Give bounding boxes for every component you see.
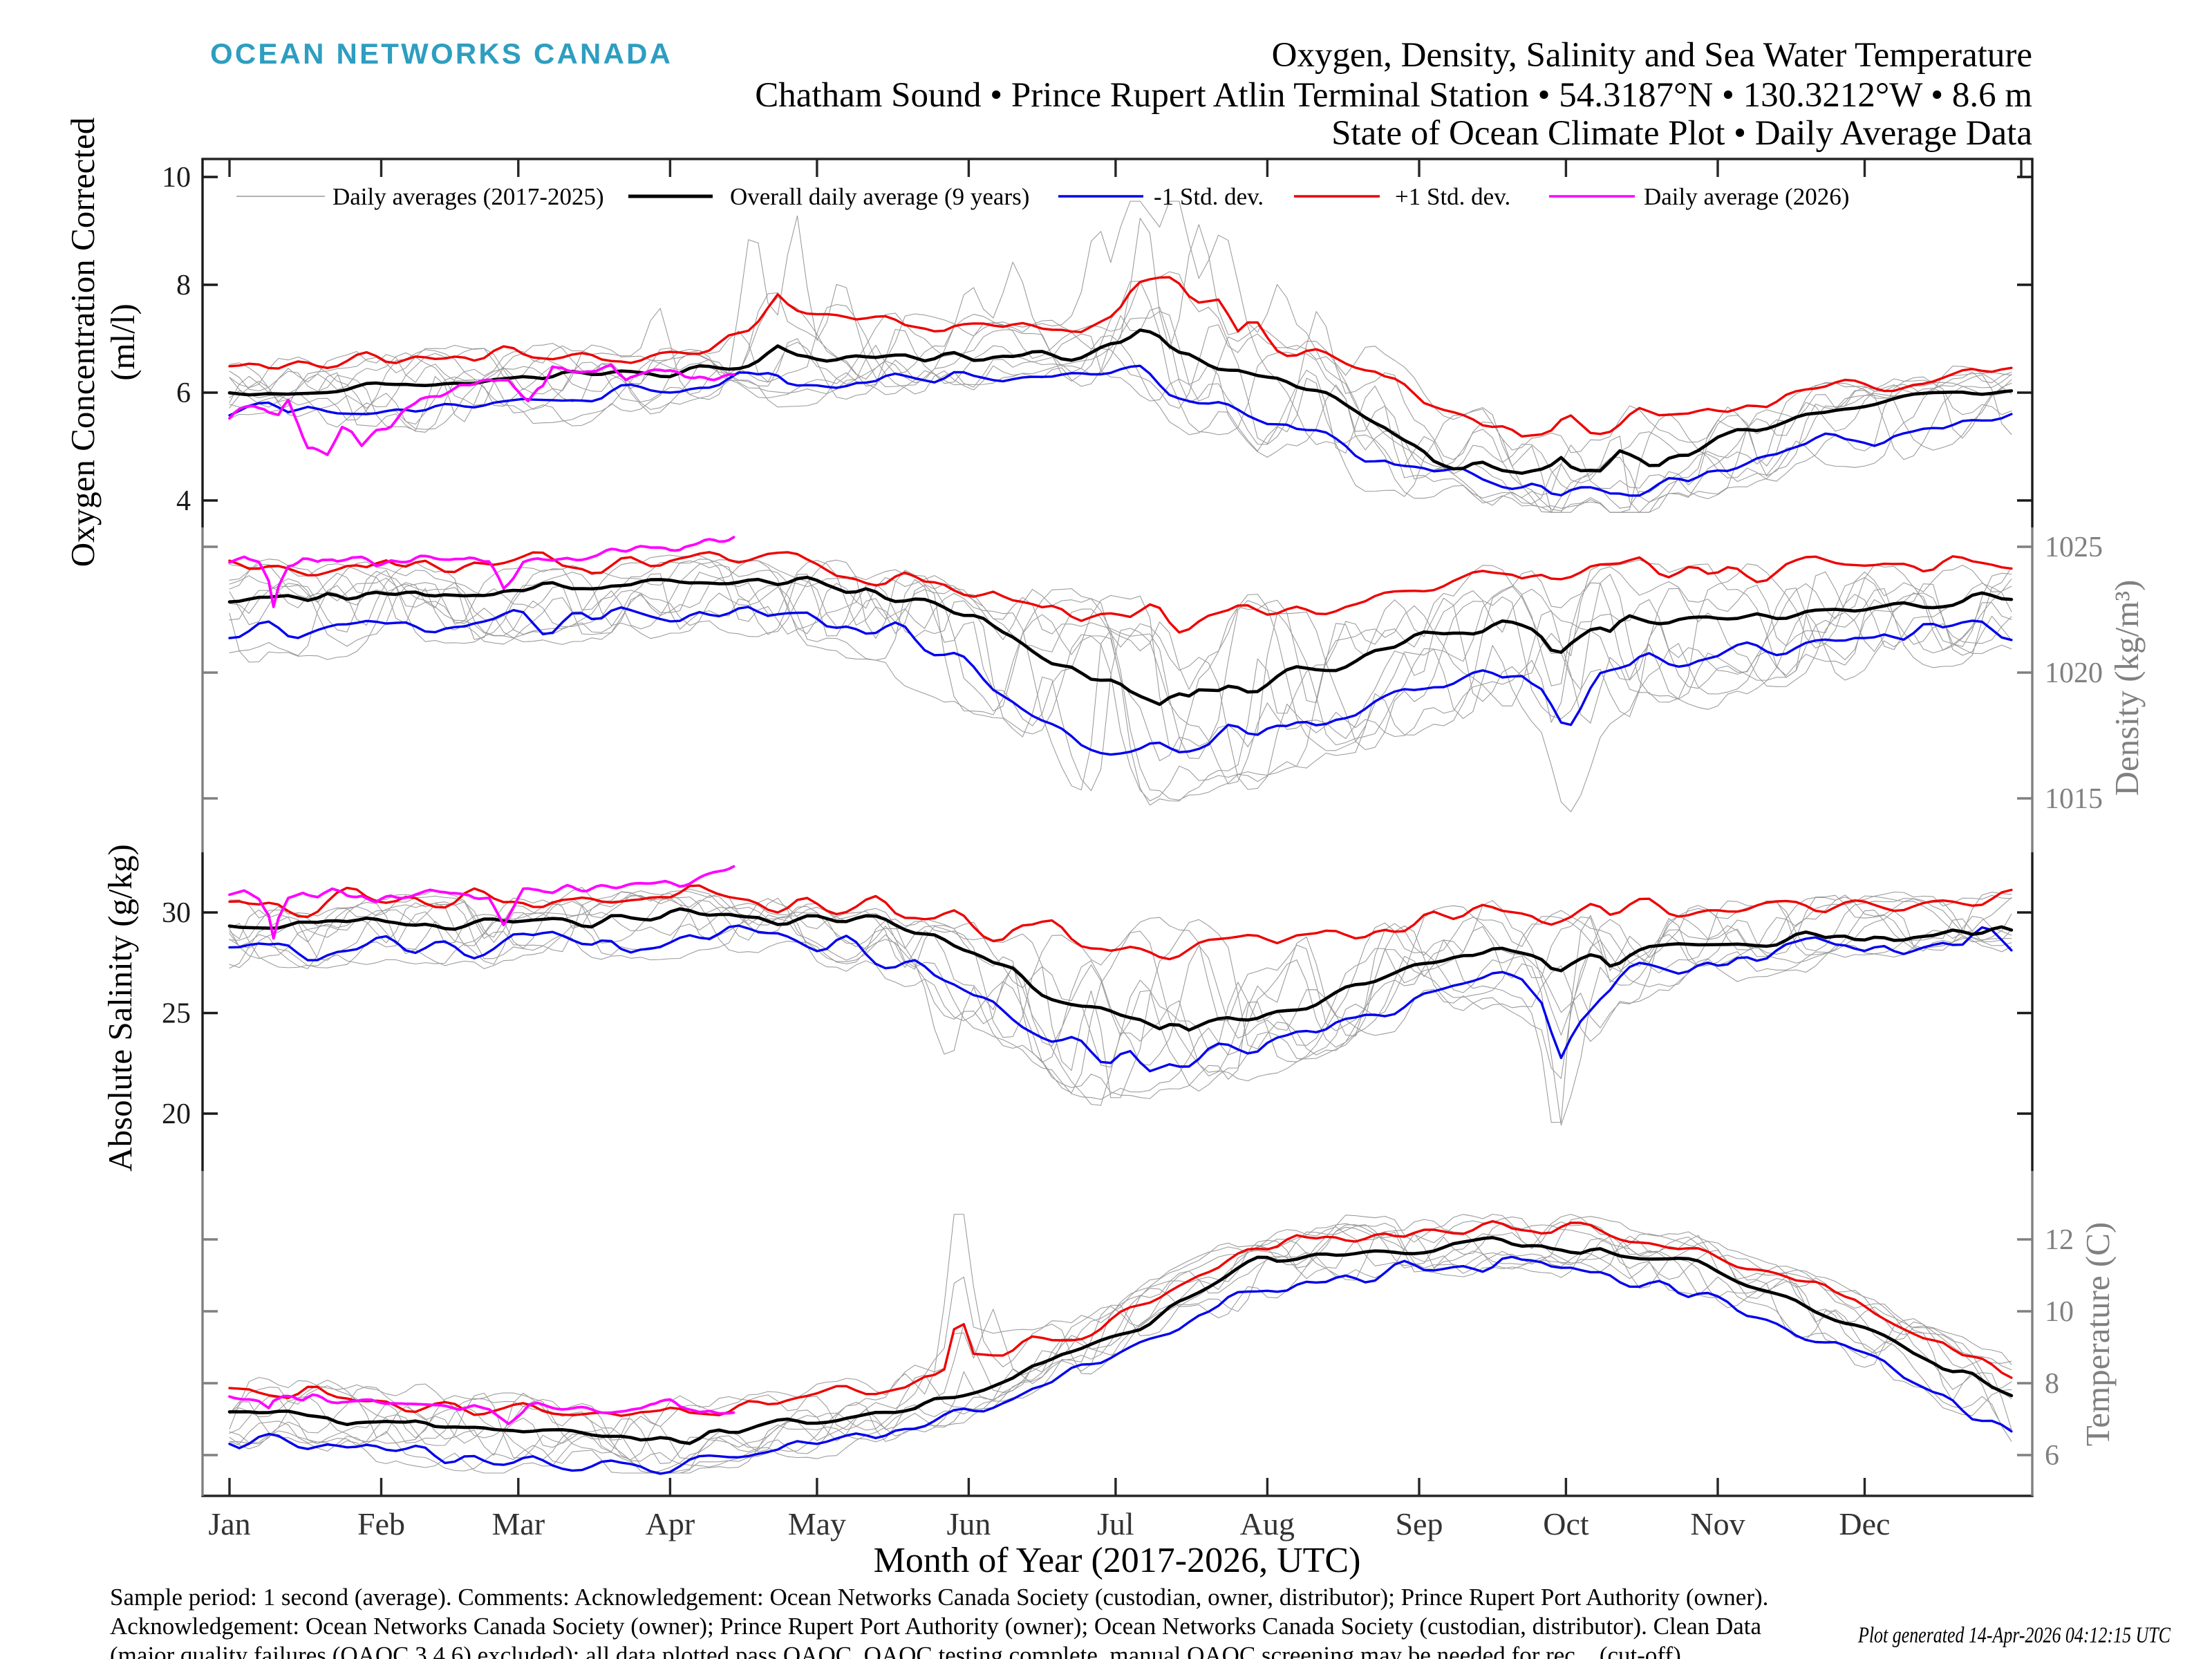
svg-text:Chatham Sound • Prince Rupert: Chatham Sound • Prince Rupert Atlin Term…: [755, 76, 2032, 115]
svg-text:OCEAN NETWORKS CANADA: OCEAN NETWORKS CANADA: [210, 37, 673, 70]
svg-text:-1 Std. dev.: -1 Std. dev.: [1154, 183, 1264, 210]
svg-text:Apr: Apr: [646, 1506, 695, 1541]
svg-text:Acknowledgement: Ocean Network: Acknowledgement: Ocean Networks Canada S…: [110, 1613, 1762, 1640]
svg-text:Mar: Mar: [492, 1506, 545, 1541]
svg-text:Aug: Aug: [1240, 1506, 1295, 1541]
svg-text:6: 6: [176, 377, 191, 409]
svg-text:25: 25: [162, 998, 191, 1030]
svg-text:10: 10: [162, 162, 191, 194]
svg-text:Overall daily average (9 years: Overall daily average (9 years): [730, 183, 1029, 210]
svg-text:Feb: Feb: [357, 1506, 405, 1541]
svg-text:Daily average (2026): Daily average (2026): [1644, 183, 1849, 210]
svg-text:12: 12: [2045, 1224, 2074, 1256]
svg-text:1020: 1020: [2045, 657, 2103, 689]
svg-text:Plot generated 14-Apr-2026 04:: Plot generated 14-Apr-2026 04:12:15 UTC: [1857, 1623, 2171, 1648]
svg-text:(major quality failures (QAQC: (major quality failures (QAQC 3,4,6) exc…: [110, 1642, 1681, 1659]
svg-text:Density (kg/m³): Density (kg/m³): [2108, 580, 2146, 796]
svg-text:1015: 1015: [2045, 783, 2103, 815]
svg-text:Nov: Nov: [1690, 1506, 1745, 1541]
svg-text:6: 6: [2045, 1440, 2059, 1472]
svg-text:Sample period: 1 second (avera: Sample period: 1 second (average). Comme…: [110, 1584, 1768, 1611]
svg-text:Month of Year (2017-2026, UTC): Month of Year (2017-2026, UTC): [874, 1541, 1361, 1580]
svg-text:Oct: Oct: [1543, 1506, 1589, 1541]
svg-text:Oxygen, Density, Salinity and: Oxygen, Density, Salinity and Sea Water …: [1272, 36, 2032, 75]
svg-text:Dec: Dec: [1839, 1506, 1890, 1541]
svg-text:+1 Std. dev.: +1 Std. dev.: [1395, 183, 1510, 210]
svg-text:Oxygen Concentration Corrected: Oxygen Concentration Corrected: [64, 118, 102, 567]
svg-text:Temperature (C): Temperature (C): [2079, 1222, 2117, 1446]
svg-text:30: 30: [162, 897, 191, 929]
svg-text:8: 8: [176, 270, 191, 301]
svg-text:Jun: Jun: [946, 1506, 991, 1541]
svg-text:May: May: [788, 1506, 846, 1541]
svg-text:(ml/l): (ml/l): [104, 303, 142, 381]
svg-text:State of Ocean Climate Plot •: State of Ocean Climate Plot • Daily Aver…: [1331, 114, 2032, 153]
svg-text:Jul: Jul: [1097, 1506, 1134, 1541]
svg-text:1025: 1025: [2045, 532, 2103, 563]
svg-text:Jan: Jan: [208, 1506, 250, 1541]
svg-text:8: 8: [2045, 1368, 2059, 1400]
svg-text:10: 10: [2045, 1296, 2074, 1328]
svg-text:4: 4: [176, 485, 191, 517]
svg-text:Daily averages (2017-2025): Daily averages (2017-2025): [332, 183, 604, 210]
svg-text:Sep: Sep: [1395, 1506, 1443, 1541]
svg-text:Absolute Salinity (g/kg): Absolute Salinity (g/kg): [101, 844, 139, 1172]
svg-text:20: 20: [162, 1098, 191, 1130]
